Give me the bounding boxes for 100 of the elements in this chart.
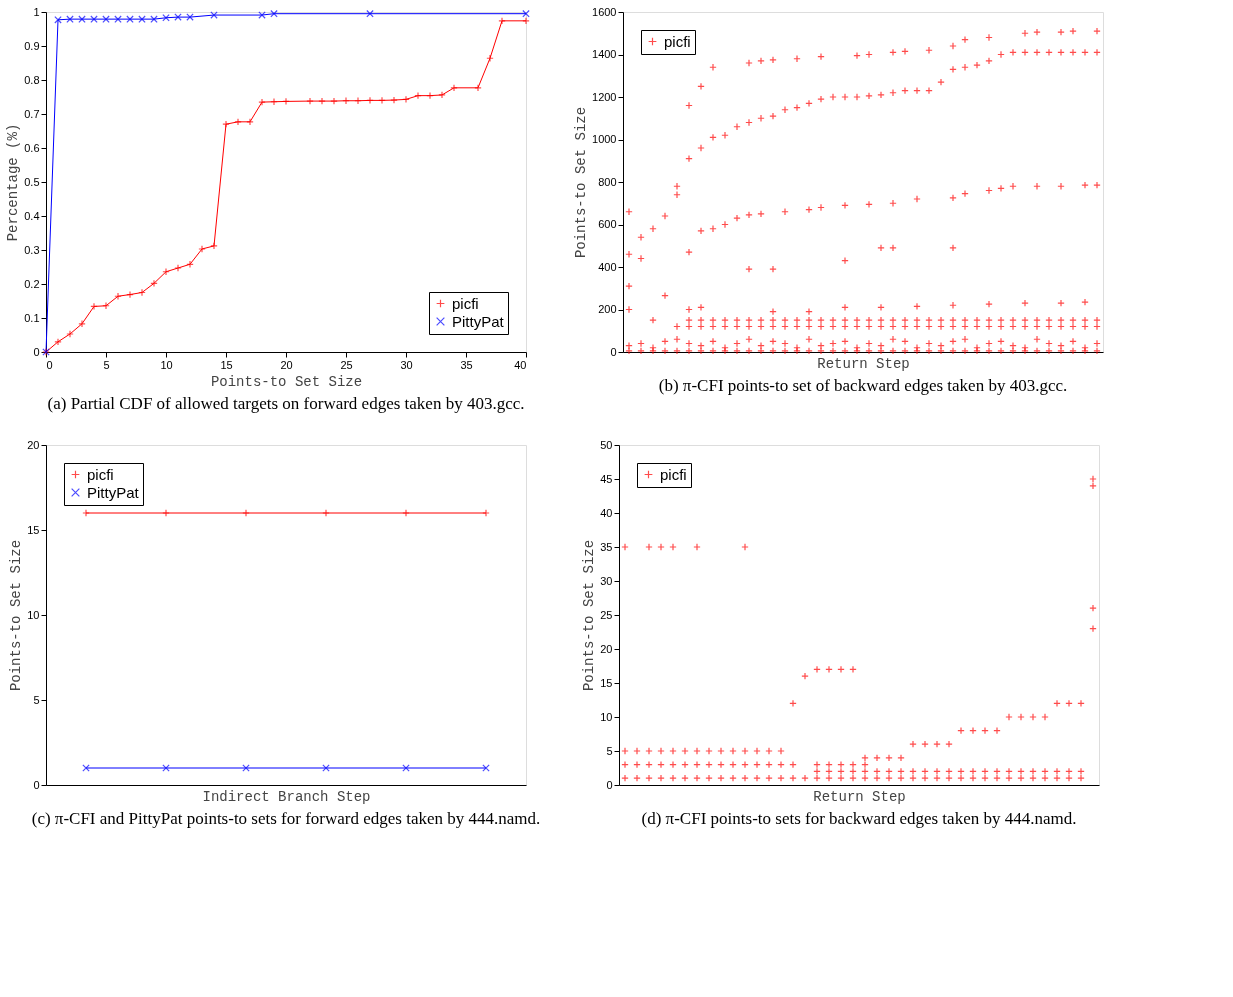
point [865, 322, 873, 331]
point [873, 767, 881, 776]
point [805, 347, 813, 355]
point [985, 33, 993, 42]
point [769, 265, 777, 273]
point [1089, 482, 1097, 490]
point [498, 17, 506, 25]
point [685, 347, 693, 355]
point [853, 316, 861, 324]
point [1089, 624, 1097, 633]
point [450, 84, 458, 92]
point [685, 101, 693, 110]
point [937, 78, 945, 86]
point [1029, 774, 1037, 782]
point [1089, 475, 1097, 483]
point [925, 316, 933, 324]
point [913, 316, 921, 324]
point [1041, 713, 1049, 721]
point [1033, 28, 1041, 36]
point [849, 760, 857, 769]
y-tick-label: 45 [600, 472, 613, 485]
point [993, 774, 1001, 782]
point [949, 194, 957, 202]
point [861, 754, 869, 762]
point [174, 13, 182, 21]
point [657, 747, 665, 755]
point [741, 543, 749, 551]
point [1021, 29, 1029, 38]
point [801, 672, 809, 680]
point [693, 543, 701, 551]
point [745, 118, 753, 127]
point [681, 774, 689, 782]
point [961, 189, 969, 198]
point [1045, 48, 1053, 57]
point [901, 347, 909, 355]
point [897, 767, 905, 776]
point [1057, 182, 1065, 191]
y-axis-title: Percentage (%) [5, 123, 22, 242]
point [741, 774, 749, 782]
point [837, 774, 845, 782]
y-tick-label: 0 [606, 778, 613, 791]
point [709, 133, 717, 142]
point [126, 290, 134, 299]
point [721, 220, 729, 229]
point [933, 774, 941, 782]
point [721, 322, 729, 331]
point [961, 35, 969, 44]
point [933, 767, 941, 776]
point [621, 760, 629, 769]
point [889, 199, 897, 208]
point [1033, 322, 1041, 331]
point [645, 747, 653, 755]
point [757, 322, 765, 331]
point [645, 543, 653, 551]
point [1009, 182, 1017, 191]
point [1045, 339, 1053, 348]
point [921, 774, 929, 782]
point [885, 754, 893, 762]
point [669, 760, 677, 769]
point [765, 774, 773, 782]
point [657, 760, 665, 769]
point [781, 316, 789, 324]
point [1069, 48, 1077, 57]
point [745, 265, 753, 273]
point [366, 96, 374, 105]
point [969, 767, 977, 776]
point [745, 59, 753, 67]
point [813, 767, 821, 776]
point [757, 341, 765, 350]
point [246, 118, 254, 126]
point [865, 50, 873, 59]
point [801, 774, 809, 782]
point [805, 307, 813, 316]
point [945, 767, 953, 776]
point [234, 118, 242, 126]
point [861, 760, 869, 769]
point [693, 760, 701, 769]
y-tick-label: 400 [598, 260, 617, 273]
text: (c) π-CFI and PittyPat points-to sets for forward edges taken by 444.namd. [31, 809, 541, 828]
point [805, 205, 813, 214]
point [981, 774, 989, 782]
point [162, 268, 170, 276]
point [745, 347, 753, 355]
point [853, 51, 861, 60]
point [669, 747, 677, 755]
x-tick-label: 0 [46, 358, 53, 371]
point [210, 242, 218, 250]
point [693, 747, 701, 755]
point [222, 120, 230, 128]
point [697, 303, 705, 312]
point [957, 767, 965, 776]
point [342, 96, 350, 105]
point [865, 339, 873, 348]
point [901, 322, 909, 331]
y-tick-label: 0.1 [24, 311, 40, 324]
point [745, 316, 753, 324]
point [877, 316, 885, 324]
point [697, 82, 705, 91]
point [985, 57, 993, 65]
point [657, 543, 665, 551]
